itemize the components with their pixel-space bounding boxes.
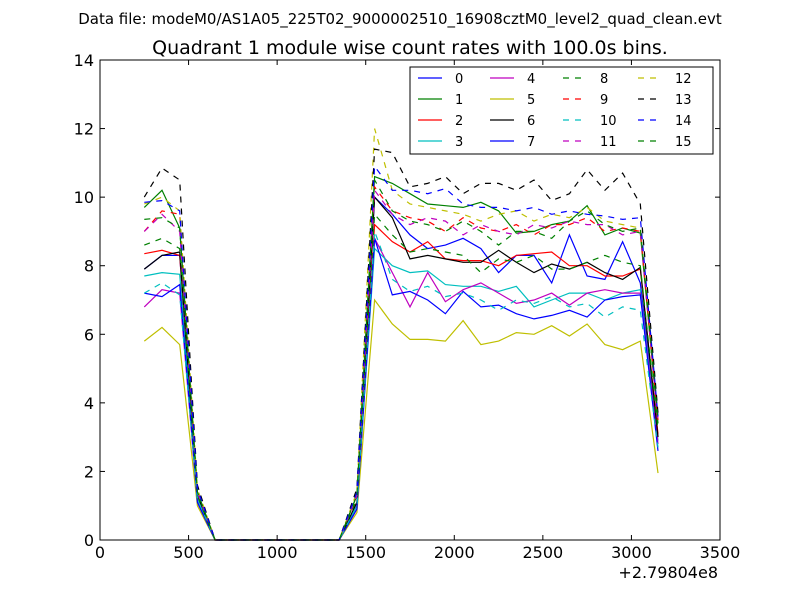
x-axis: 0 500 1000 1500 2000 2500 3000 3500 — [95, 60, 740, 562]
y-tick-label: 0 — [84, 531, 94, 550]
legend-label-14: 14 — [675, 114, 692, 129]
legend-label-2: 2 — [455, 114, 463, 129]
legend-label-11: 11 — [600, 135, 617, 150]
y-tick-label: 8 — [84, 257, 94, 276]
plot-frame — [99, 59, 721, 541]
y-tick-label: 4 — [84, 394, 94, 413]
x-tick-label: 2500 — [522, 543, 563, 562]
legend-label-3: 3 — [455, 135, 463, 150]
legend-label-8: 8 — [600, 72, 608, 87]
legend-label-13: 13 — [675, 93, 692, 108]
x-tick-label: 1000 — [257, 543, 298, 562]
series-line-15 — [144, 177, 659, 541]
legend-label-10: 10 — [600, 114, 617, 129]
x-tick-label: 1500 — [345, 543, 386, 562]
legend-label-9: 9 — [600, 93, 608, 108]
x-offset-label: +2.79804e8 — [618, 563, 718, 582]
legend-label-12: 12 — [675, 72, 692, 87]
y-tick-label: 6 — [84, 325, 94, 344]
legend-label-0: 0 — [455, 72, 463, 87]
legend-label-15: 15 — [675, 135, 692, 150]
x-tick-label: 500 — [173, 543, 204, 562]
legend-label-1: 1 — [455, 93, 463, 108]
legend-label-5: 5 — [527, 93, 535, 108]
y-tick-label: 12 — [74, 120, 94, 139]
legend-label-4: 4 — [527, 72, 535, 87]
y-tick-label: 10 — [74, 188, 94, 207]
suptitle: Data file: modeM0/AS1A05_225T02_90000025… — [78, 10, 722, 29]
legend-label-7: 7 — [527, 135, 535, 150]
y-tick-label: 2 — [84, 462, 94, 481]
chart-title: Quadrant 1 module wise count rates with … — [152, 37, 668, 59]
legend-label-6: 6 — [527, 114, 535, 129]
legend-frame — [409, 66, 714, 155]
x-tick-label: 3000 — [611, 543, 652, 562]
x-tick-label: 2000 — [434, 543, 475, 562]
x-tick-label: 0 — [95, 543, 105, 562]
x-tick-label: 3500 — [700, 543, 741, 562]
y-tick-label: 14 — [74, 51, 94, 70]
